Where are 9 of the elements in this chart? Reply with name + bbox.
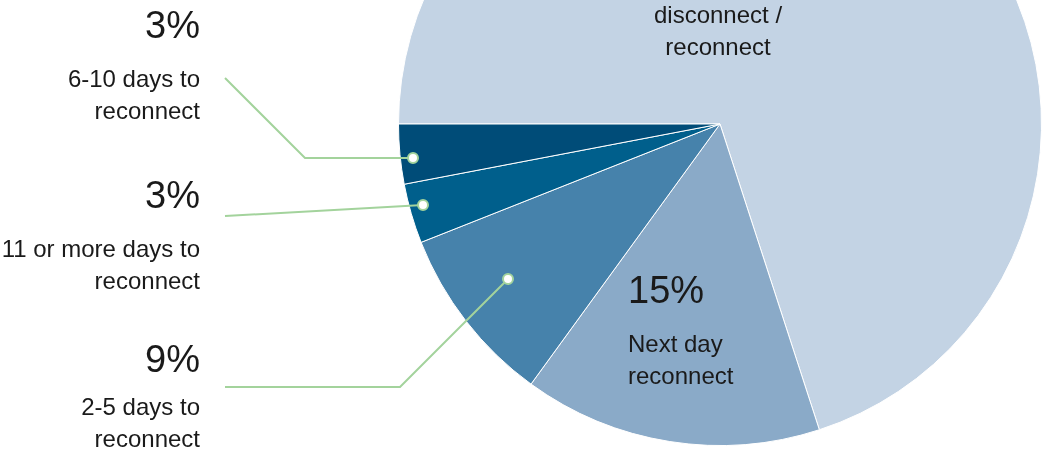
slice-label: 11 or more days to reconnect	[1, 234, 201, 294]
data-label: 15%	[628, 269, 705, 312]
slice-label: Next day reconnect	[628, 329, 734, 389]
slice-label: 6-10 days to reconnect	[67, 64, 201, 124]
data-label: 9%	[145, 338, 200, 381]
slice-label: disconnect / reconnect	[653, 0, 783, 60]
data-label: 3%	[145, 174, 200, 217]
slice-label: 2-5 days to reconnect	[81, 392, 201, 452]
data-label: 3%	[145, 4, 200, 47]
